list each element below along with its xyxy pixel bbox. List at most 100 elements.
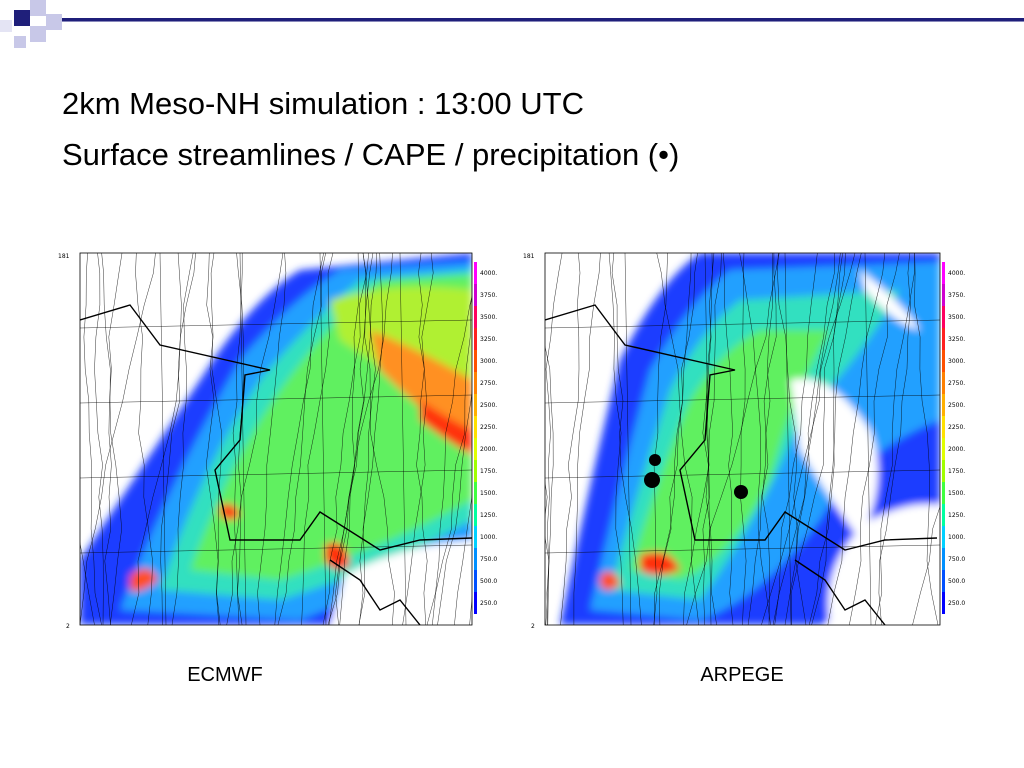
country-border [329, 559, 421, 625]
colorbar-swatch [942, 416, 945, 438]
streamline [545, 345, 554, 625]
colorbar-swatch [942, 548, 945, 570]
lat-line [545, 469, 940, 479]
streamline [101, 253, 122, 625]
streamline [761, 253, 818, 625]
precip-dot [644, 472, 660, 488]
streamline [874, 253, 915, 625]
streamline [327, 253, 393, 625]
colorbar-swatch [474, 592, 477, 614]
colorbar-label: 1500. [480, 490, 497, 497]
colorbar-label: 3000. [948, 358, 965, 365]
streamline [723, 253, 734, 625]
colorbar-swatch [942, 372, 945, 394]
streamline [402, 253, 434, 625]
colorbar-label: 750.0 [948, 556, 965, 563]
streamline [171, 253, 194, 625]
colorbar-label: 2750. [480, 380, 497, 387]
cape-region [860, 270, 920, 330]
axis-label: 181 [523, 253, 535, 260]
colorbar-swatch [942, 284, 945, 306]
colorbar-label: 500.0 [948, 578, 965, 585]
colorbar-swatch [942, 592, 945, 614]
colorbar-swatch [942, 262, 945, 284]
colorbar-swatch [474, 350, 477, 372]
colorbar-label: 3000. [480, 358, 497, 365]
streamline [83, 253, 102, 625]
streamline [654, 253, 692, 625]
streamline [274, 253, 324, 625]
cape-region [325, 542, 350, 569]
colorbar-swatch [474, 306, 477, 328]
colorbar-swatch [474, 570, 477, 592]
streamline [914, 253, 939, 625]
colorbar-label: 1750. [480, 468, 497, 475]
cape-region [330, 540, 472, 625]
streamline [658, 253, 698, 625]
streamline [811, 253, 862, 625]
streamline [322, 253, 369, 625]
streamline [131, 253, 196, 625]
colorbar-swatch [474, 394, 477, 416]
streamline [301, 253, 334, 625]
colorbar-swatch [942, 350, 945, 372]
streamline [226, 253, 284, 625]
streamline [454, 394, 472, 625]
country-border [80, 304, 472, 551]
cape-region [828, 504, 940, 625]
streamline [94, 253, 104, 625]
colorbar-swatch [474, 262, 477, 284]
streamline [232, 253, 243, 625]
axis-label: 2 [66, 623, 70, 630]
lat-line [80, 394, 472, 404]
cape-region [640, 552, 680, 575]
colorbar-label: 1000. [480, 534, 497, 541]
streamline [740, 253, 747, 625]
streamline [358, 253, 384, 625]
colorbar-swatch [942, 306, 945, 328]
colorbar-label: 2750. [948, 380, 965, 387]
lat-line [80, 319, 472, 329]
streamline [80, 253, 156, 625]
streamline [808, 253, 846, 625]
colorbar-label: 1000. [948, 534, 965, 541]
colorbar-swatch [474, 482, 477, 504]
cape-fill [80, 253, 472, 625]
corner-decoration [0, 0, 1024, 62]
colorbar-label: 3500. [480, 314, 497, 321]
colorbar-label: 3250. [948, 336, 965, 343]
streamline [739, 253, 771, 625]
colorbar-label: 3500. [948, 314, 965, 321]
streamline [611, 253, 642, 625]
streamline [747, 253, 777, 625]
colorbar-swatch [474, 284, 477, 306]
colorbar-label: 4000. [480, 270, 497, 277]
colorbar-swatch [942, 526, 945, 548]
lon-line [239, 253, 247, 625]
colorbar-swatch [942, 328, 945, 350]
lon-line [624, 253, 632, 625]
colorbar-swatch [474, 328, 477, 350]
map-panel: 4000.3750.3500.3250.3000.2750.2500.2250.… [523, 252, 965, 686]
colorbar-swatch [474, 526, 477, 548]
colorbar-label: 3250. [480, 336, 497, 343]
colorbar-swatch [474, 548, 477, 570]
cape-fill [560, 253, 940, 625]
lon-line [864, 253, 872, 625]
streamline [358, 253, 376, 625]
streamline [772, 253, 841, 625]
colorbar-label: 2000. [480, 446, 497, 453]
map-frame [544, 252, 941, 626]
streamline [257, 253, 287, 625]
panel-caption: ECMWF [187, 664, 263, 686]
country-border [545, 304, 938, 551]
streamline [80, 541, 95, 625]
cape-field [545, 253, 940, 625]
streamline [683, 253, 713, 625]
colorbar-swatch [474, 438, 477, 460]
colorbar-label: 1250. [948, 512, 965, 519]
precip-dot [649, 454, 661, 466]
streamline [702, 253, 717, 625]
colorbar-swatch [942, 570, 945, 592]
